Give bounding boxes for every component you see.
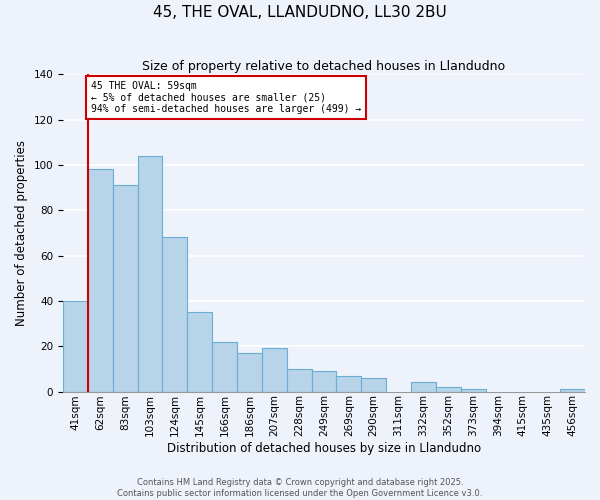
Text: 45, THE OVAL, LLANDUDNO, LL30 2BU: 45, THE OVAL, LLANDUDNO, LL30 2BU bbox=[153, 5, 447, 20]
Bar bbox=[436, 387, 461, 392]
X-axis label: Distribution of detached houses by size in Llandudno: Distribution of detached houses by size … bbox=[167, 442, 481, 455]
Bar bbox=[113, 185, 137, 392]
Bar bbox=[212, 342, 237, 392]
Text: 45 THE OVAL: 59sqm
← 5% of detached houses are smaller (25)
94% of semi-detached: 45 THE OVAL: 59sqm ← 5% of detached hous… bbox=[91, 81, 361, 114]
Bar bbox=[88, 170, 113, 392]
Bar bbox=[311, 371, 337, 392]
Bar bbox=[361, 378, 386, 392]
Bar bbox=[137, 156, 163, 392]
Bar bbox=[411, 382, 436, 392]
Text: Contains HM Land Registry data © Crown copyright and database right 2025.
Contai: Contains HM Land Registry data © Crown c… bbox=[118, 478, 482, 498]
Bar bbox=[63, 301, 88, 392]
Bar bbox=[262, 348, 287, 392]
Bar bbox=[287, 369, 311, 392]
Y-axis label: Number of detached properties: Number of detached properties bbox=[15, 140, 28, 326]
Bar bbox=[163, 238, 187, 392]
Bar bbox=[461, 390, 485, 392]
Bar bbox=[560, 390, 585, 392]
Bar bbox=[337, 376, 361, 392]
Bar bbox=[187, 312, 212, 392]
Bar bbox=[237, 353, 262, 392]
Title: Size of property relative to detached houses in Llandudno: Size of property relative to detached ho… bbox=[142, 60, 506, 73]
